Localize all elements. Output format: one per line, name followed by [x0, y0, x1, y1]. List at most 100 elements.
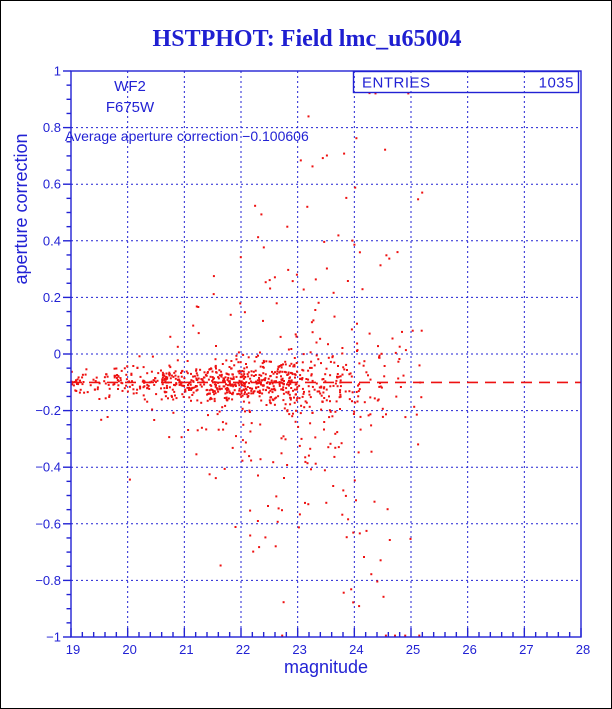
data-point: [166, 387, 168, 389]
data-point: [188, 389, 190, 391]
data-point: [200, 426, 203, 429]
data-point: [262, 388, 265, 391]
data-point: [311, 385, 314, 388]
data-point: [288, 379, 290, 382]
data-point: [332, 291, 335, 294]
data-point: [236, 393, 239, 396]
data-point: [307, 369, 310, 372]
data-point: [234, 383, 237, 386]
data-point: [335, 379, 338, 382]
data-point: [265, 389, 267, 392]
data-point: [270, 360, 272, 363]
data-point: [72, 384, 75, 387]
data-point: [230, 360, 233, 362]
data-point: [223, 467, 226, 470]
data-point: [160, 369, 162, 372]
data-point: [339, 385, 342, 388]
data-point: [120, 381, 123, 384]
data-point: [178, 383, 181, 386]
data-point: [187, 387, 190, 390]
data-point: [207, 414, 209, 417]
data-point: [275, 376, 278, 379]
data-point: [336, 373, 339, 375]
data-point: [225, 396, 228, 399]
data-point: [153, 419, 156, 421]
data-point: [243, 367, 246, 370]
data-point: [378, 356, 381, 359]
data-point: [195, 368, 198, 371]
data-point: [237, 392, 240, 395]
data-point: [252, 550, 255, 553]
data-point: [300, 377, 302, 380]
data-point: [213, 381, 216, 384]
data-point: [195, 305, 198, 308]
data-point: [128, 478, 131, 481]
data-point: [249, 380, 252, 383]
data-point: [319, 337, 322, 340]
data-point: [259, 458, 262, 461]
data-point: [214, 385, 217, 388]
data-point: [164, 391, 167, 394]
data-point: [96, 386, 99, 389]
data-point: [255, 387, 258, 390]
data-point: [237, 382, 240, 385]
data-point: [164, 378, 167, 381]
data-point: [255, 356, 258, 358]
data-point: [276, 372, 279, 375]
data-point: [119, 379, 122, 382]
data-point: [361, 288, 364, 291]
data-point: [314, 436, 317, 439]
data-point: [71, 383, 74, 386]
data-point: [247, 371, 250, 374]
data-point: [84, 373, 87, 376]
data-point: [352, 531, 355, 534]
data-point: [348, 398, 351, 401]
data-point: [219, 564, 222, 567]
data-point: [165, 391, 168, 394]
data-point: [76, 378, 79, 381]
data-point: [409, 537, 412, 540]
data-point: [304, 456, 307, 459]
data-point: [262, 319, 264, 322]
data-point: [352, 413, 355, 415]
data-point: [113, 374, 116, 377]
data-point: [116, 379, 119, 381]
y-tick-label: 0.6: [43, 177, 61, 192]
data-point: [342, 489, 345, 492]
data-point: [131, 380, 133, 383]
data-point: [419, 381, 422, 384]
data-point: [260, 399, 263, 402]
data-point: [332, 485, 335, 487]
data-point: [79, 388, 82, 391]
data-point: [196, 374, 199, 377]
data-point: [281, 388, 284, 391]
data-point: [228, 390, 231, 393]
data-point: [165, 375, 168, 378]
y-tick-label: 0: [54, 347, 61, 362]
data-point: [176, 378, 179, 381]
data-point: [174, 374, 177, 377]
data-point: [205, 428, 208, 431]
y-tick-label: −0.6: [35, 516, 61, 531]
data-point: [346, 280, 349, 282]
data-point: [113, 367, 116, 370]
data-point: [309, 396, 312, 399]
data-point: [420, 329, 423, 332]
data-point: [206, 388, 209, 391]
data-point: [357, 451, 360, 454]
data-point: [168, 371, 171, 374]
data-point: [274, 545, 277, 548]
data-point: [336, 385, 339, 388]
data-point: [259, 391, 262, 394]
data-point: [308, 405, 311, 408]
data-point: [323, 469, 326, 472]
x-tick-label: 26: [462, 642, 476, 657]
data-point: [241, 439, 244, 442]
data-point: [185, 370, 188, 373]
data-point: [242, 423, 245, 426]
data-point: [125, 384, 128, 387]
data-point: [402, 374, 405, 377]
data-point: [280, 364, 283, 367]
data-point: [257, 236, 260, 239]
data-point: [287, 390, 290, 393]
